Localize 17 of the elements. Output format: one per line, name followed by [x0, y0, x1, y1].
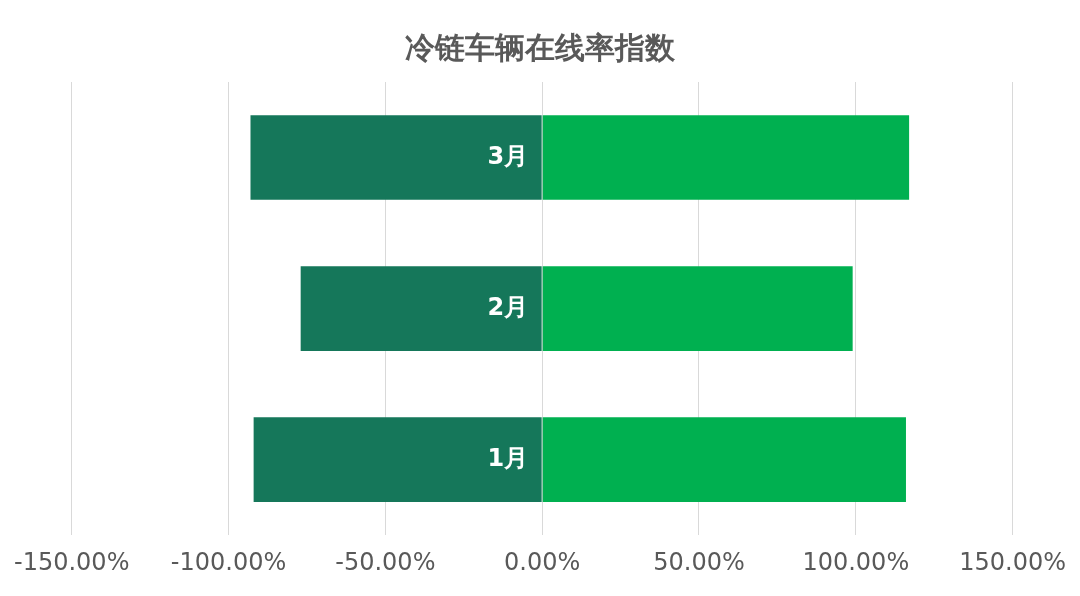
bar	[542, 417, 906, 502]
bar	[250, 115, 542, 200]
y-tick-label: 3月	[487, 141, 529, 170]
x-tick-label: -50.00%	[335, 547, 436, 576]
chart-title: 冷链车辆在线率指数	[404, 29, 676, 67]
x-tick-label: 150.00%	[959, 547, 1066, 576]
x-tick-label: -150.00%	[13, 547, 130, 576]
bar	[253, 417, 542, 502]
x-tick-label: 100.00%	[802, 547, 910, 576]
y-tick-label: 2月	[487, 292, 529, 321]
y-tick-label: 1月	[487, 443, 529, 472]
bar	[542, 115, 910, 200]
bar	[542, 266, 853, 351]
x-tick-label: 0.00%	[504, 547, 581, 576]
x-tick-label: -100.00%	[170, 547, 287, 576]
x-tick-label: 50.00%	[653, 547, 745, 576]
bar	[300, 266, 542, 351]
